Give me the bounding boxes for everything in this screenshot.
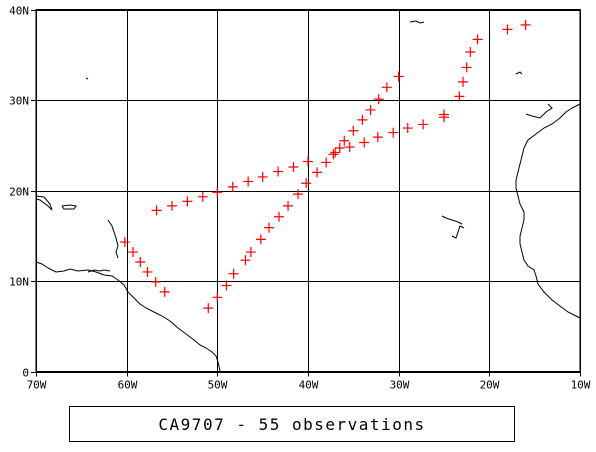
- observation-marker: [330, 147, 341, 158]
- venezuela-islands: [87, 269, 111, 273]
- observation-marker: [197, 191, 208, 202]
- observation-marker: [151, 205, 162, 216]
- observation-marker: [461, 62, 472, 73]
- x-tick-label: 30W: [390, 379, 410, 392]
- x-tick-label: 20W: [480, 379, 500, 392]
- observation-marker: [472, 34, 483, 45]
- observation-marker: [321, 157, 332, 168]
- y-tick-labels: 0 10N 20N 30N 40N: [9, 5, 29, 380]
- observation-marker: [212, 187, 223, 198]
- observation-marker: [288, 161, 299, 172]
- morocco-islands: [525, 103, 553, 119]
- observation-marker: [458, 76, 469, 87]
- observation-marker: [135, 256, 146, 267]
- coastlines: [35, 20, 581, 372]
- observation-marker: [264, 222, 275, 233]
- observation-marker: [328, 149, 339, 160]
- y-tick-label: 10N: [9, 276, 29, 289]
- observation-marker: [227, 181, 238, 192]
- cuba-coast: [35, 195, 53, 211]
- observation-marker: [373, 94, 384, 105]
- observation-marker: [228, 268, 239, 279]
- observation-marker: [339, 135, 350, 146]
- canary-islands: [441, 215, 463, 225]
- observation-marker: [245, 247, 256, 258]
- lesser-antilles: [107, 219, 119, 259]
- cape-verde: [451, 225, 465, 239]
- observation-marker: [240, 255, 251, 266]
- observation-marker: [372, 132, 383, 143]
- caption-box: CA9707 - 55 observations: [69, 406, 515, 442]
- observation-marker: [454, 91, 465, 102]
- x-tick-label: 50W: [208, 379, 228, 392]
- azores: [409, 20, 425, 24]
- x-tick-label: 60W: [118, 379, 138, 392]
- observation-marker: [142, 266, 153, 277]
- y-tick-label: 0: [22, 367, 29, 380]
- observation-marker: [520, 19, 531, 30]
- observation-marker: [212, 292, 223, 303]
- observation-marker: [221, 280, 232, 291]
- observation-marker: [119, 237, 130, 248]
- observation-marker: [283, 200, 294, 211]
- observation-marker: [167, 200, 177, 211]
- caption-text: CA9707 - 55 observations: [158, 414, 426, 434]
- observation-marker: [293, 189, 304, 200]
- observation-marker: [150, 276, 161, 287]
- bermuda: [85, 77, 89, 80]
- observation-marker: [203, 303, 214, 314]
- observation-marker: [257, 171, 268, 182]
- observation-marker: [273, 211, 284, 222]
- africa-coast: [515, 103, 581, 319]
- x-tick-labels: 70W 60W 50W 40W 30W 20W 10W: [27, 379, 591, 392]
- x-tick-label: 10W: [571, 379, 591, 392]
- south-america-coast: [35, 261, 221, 372]
- observation-marker: [312, 167, 323, 178]
- observation-marker: [334, 142, 345, 153]
- observation-marker: [388, 127, 399, 138]
- observation-marker: [243, 176, 254, 187]
- observation-marker: [439, 112, 449, 123]
- observation-marker: [502, 24, 513, 35]
- observation-marker: [465, 47, 476, 58]
- y-tick-label: 30N: [9, 95, 29, 108]
- observation-marker: [357, 114, 368, 125]
- x-tick-label: 70W: [27, 379, 47, 392]
- observation-marker: [381, 82, 392, 93]
- observation-marker: [402, 123, 413, 134]
- observation-marker: [359, 137, 370, 148]
- y-tick-label: 20N: [9, 186, 29, 199]
- observation-marker: [348, 125, 359, 136]
- observation-marker: [393, 71, 404, 82]
- observation-marker: [159, 286, 170, 297]
- observation-marker: [301, 178, 312, 189]
- grid: [31, 9, 581, 377]
- map-frame: [35, 9, 581, 372]
- observation-marker: [273, 166, 284, 177]
- hispaniola-coast: [61, 204, 77, 210]
- madeira: [515, 71, 523, 75]
- y-tick-label: 40N: [9, 5, 29, 18]
- observation-marker: [255, 234, 266, 245]
- observation-marker: [418, 119, 429, 130]
- observation-marker: [128, 247, 139, 258]
- observation-markers: [119, 19, 531, 314]
- observation-marker: [365, 104, 376, 115]
- observation-marker: [344, 142, 355, 153]
- observation-marker: [182, 196, 193, 207]
- observation-marker: [303, 156, 313, 167]
- x-tick-label: 40W: [299, 379, 319, 392]
